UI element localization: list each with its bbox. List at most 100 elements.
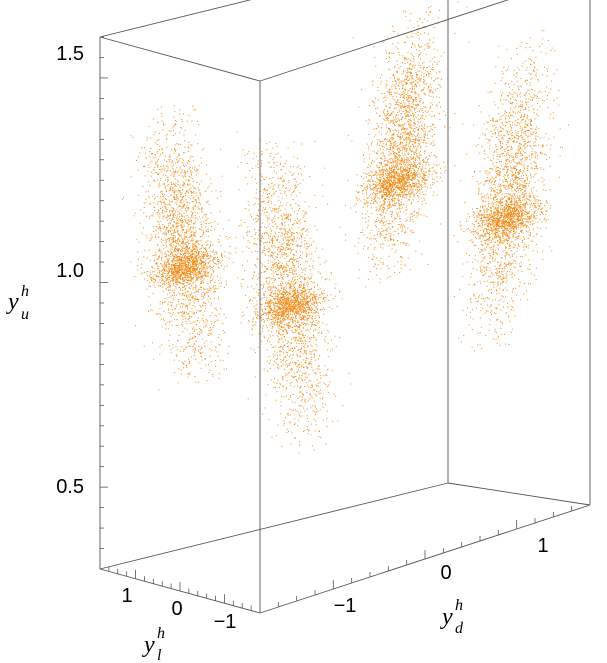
data-point: [291, 232, 293, 233]
data-point: [282, 300, 284, 302]
data-point: [305, 220, 307, 222]
data-point: [307, 366, 309, 368]
data-point: [284, 173, 286, 175]
data-point: [179, 250, 181, 252]
data-point: [210, 222, 212, 224]
data-point: [312, 303, 314, 305]
data-point: [334, 287, 336, 289]
data-point: [175, 270, 177, 272]
data-point: [238, 225, 240, 227]
data-point: [178, 255, 180, 257]
data-point: [290, 166, 291, 168]
data-point: [280, 265, 282, 267]
data-point: [192, 243, 193, 245]
data-point: [294, 337, 296, 339]
data-point: [286, 308, 288, 309]
data-point: [296, 213, 298, 215]
data-point: [253, 271, 255, 273]
data-point: [178, 276, 180, 278]
data-point: [159, 228, 161, 230]
data-point: [197, 172, 199, 174]
data-point: [278, 289, 280, 291]
data-point: [237, 166, 239, 168]
data-point: [327, 349, 329, 351]
data-point: [303, 303, 304, 305]
data-point: [197, 271, 199, 273]
data-point: [266, 302, 268, 304]
data-point: [291, 317, 293, 319]
data-point: [157, 232, 159, 234]
data-point: [268, 311, 270, 313]
data-point: [314, 393, 316, 395]
data-point: [147, 279, 149, 281]
data-point: [282, 305, 284, 307]
data-point: [324, 365, 326, 367]
data-point: [275, 314, 277, 316]
data-point: [170, 248, 172, 250]
data-point: [143, 146, 145, 148]
data-point: [193, 186, 195, 188]
data-point: [202, 216, 204, 218]
data-point: [170, 187, 172, 189]
data-point: [177, 324, 179, 326]
data-point: [320, 436, 322, 438]
data-point: [186, 273, 188, 274]
data-point: [181, 295, 183, 297]
data-point: [192, 281, 194, 283]
data-point: [293, 308, 295, 310]
data-point: [302, 342, 304, 344]
data-point: [277, 320, 278, 322]
data-point: [299, 391, 301, 393]
data-point: [317, 289, 319, 290]
data-point: [263, 189, 265, 191]
data-point: [155, 276, 157, 278]
data-point: [296, 356, 298, 358]
data-point: [293, 337, 295, 339]
data-point: [207, 187, 209, 189]
data-point: [285, 303, 287, 305]
data-point: [192, 185, 194, 187]
data-point: [165, 256, 167, 258]
data-point: [171, 252, 173, 253]
data-point: [300, 285, 302, 287]
data-point: [183, 113, 184, 115]
data-point: [311, 275, 313, 277]
data-point: [300, 308, 302, 310]
data-point: [270, 289, 272, 291]
data-point: [200, 289, 202, 291]
data-point: [276, 295, 278, 297]
data-point: [203, 264, 205, 266]
data-point: [298, 313, 300, 315]
data-point: [311, 309, 313, 311]
data-point: [289, 421, 291, 423]
data-point: [293, 141, 295, 143]
data-point: [184, 276, 186, 278]
data-point: [288, 224, 290, 226]
data-point: [181, 219, 183, 221]
data-point: [163, 318, 164, 320]
data-point: [275, 287, 277, 289]
data-point: [290, 252, 292, 254]
data-point: [299, 284, 301, 286]
data-point: [277, 303, 279, 305]
data-point: [186, 248, 188, 250]
data-point: [296, 279, 298, 281]
data-point: [287, 309, 289, 311]
data-point: [217, 257, 218, 258]
data-point: [159, 227, 161, 229]
data-point: [292, 353, 294, 355]
data-point: [254, 311, 256, 313]
data-point: [300, 292, 302, 294]
data-point: [177, 252, 179, 254]
data-point: [184, 146, 186, 148]
data-point: [286, 359, 288, 361]
data-point: [310, 407, 312, 409]
data-point: [184, 220, 186, 222]
data-point: [186, 271, 187, 273]
data-point: [210, 297, 211, 299]
data-point: [275, 311, 277, 313]
data-point: [267, 189, 269, 191]
data-point: [212, 326, 214, 328]
data-point: [291, 351, 293, 353]
data-point: [266, 349, 268, 351]
